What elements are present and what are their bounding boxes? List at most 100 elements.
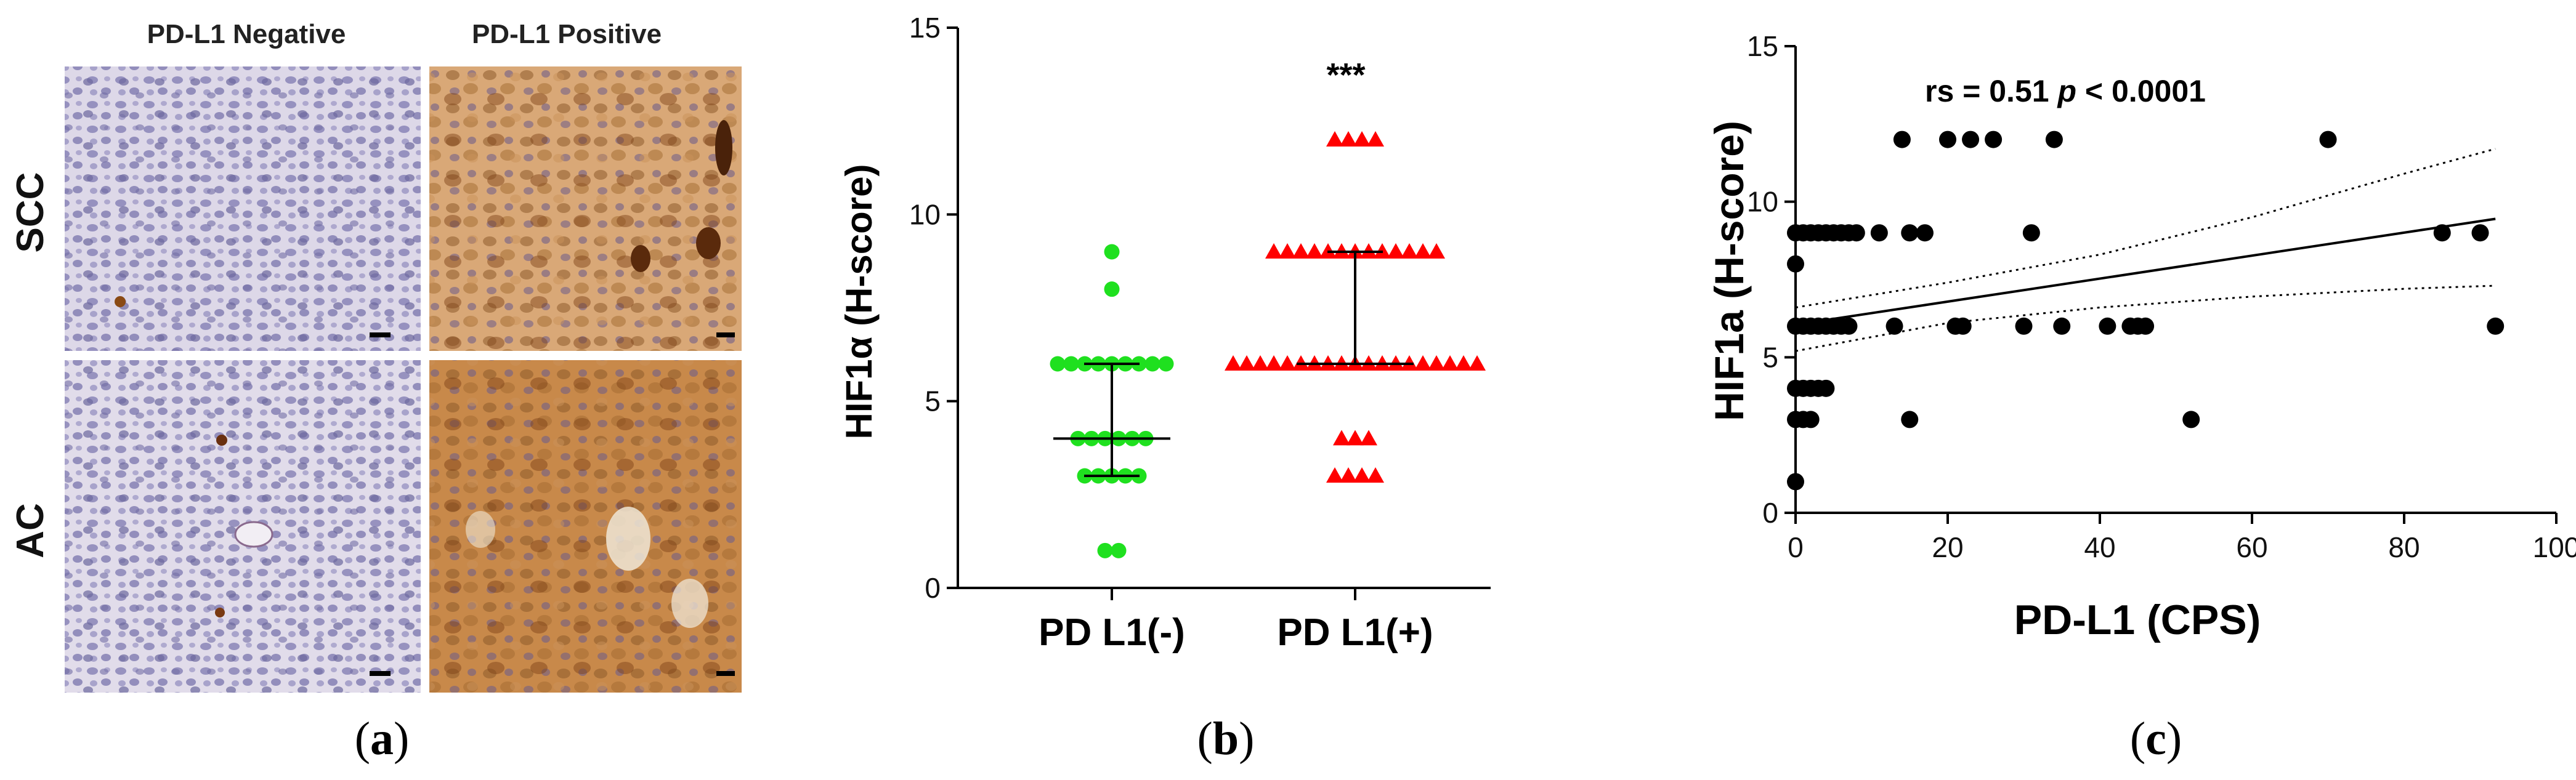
data-point-pd-l1-positive <box>1428 355 1445 371</box>
data-point-pd-l1-positive <box>1367 131 1384 147</box>
panel-b-y-axis-title: HIF1α (H-score) <box>838 164 880 440</box>
panel-b: 0 5 10 15 HIF1α (H-score) PD L1(-) PD L1(+)… <box>838 12 1491 765</box>
panel-c-x-tick-label: 80 <box>2388 531 2420 563</box>
panel-b-x-tick-negative: PD L1(-) <box>1039 611 1185 654</box>
column-label-negative: PD-L1 Negative <box>147 19 346 49</box>
data-point-pd-l1-positive <box>1340 131 1357 147</box>
data-point-pd-l1-positive <box>1292 243 1310 259</box>
panel-c-y-tick-label: 10 <box>1747 186 1778 218</box>
panel-c-y-axis-title: HIF1a (H-score) <box>1706 121 1752 421</box>
data-point-pd-l1-positive <box>1360 430 1377 446</box>
data-point-pd-l1-positive <box>1225 355 1242 371</box>
scale-bar <box>716 332 735 337</box>
data-point-pd-l1-positive <box>1414 243 1432 259</box>
data-point-pd-l1-positive <box>1455 355 1472 371</box>
data-point-pd-l1-negative <box>1063 356 1079 372</box>
data-point <box>1817 379 1835 397</box>
data-point-pd-l1-negative <box>1097 542 1113 558</box>
panel-c-x-tick-label: 100 <box>2533 531 2576 563</box>
row-label-ac: AC <box>9 503 52 558</box>
data-point-pd-l1-positive <box>1279 243 1296 259</box>
correlation-prefix: rs = 0.51 <box>1925 74 2057 108</box>
data-point-pd-l1-positive <box>1441 355 1459 371</box>
data-point-pd-l1-positive <box>1414 355 1432 371</box>
data-point-pd-l1-positive <box>1333 430 1350 446</box>
data-point <box>2487 317 2505 335</box>
scale-bar <box>370 671 391 676</box>
data-point-pd-l1-positive <box>1326 131 1343 147</box>
data-point-pd-l1-positive <box>1279 355 1296 371</box>
data-point <box>2137 317 2155 335</box>
data-point <box>1916 224 1934 242</box>
panel-a: PD-L1 Negative PD-L1 Positive SCC AC <box>9 19 742 765</box>
panel-b-y-tick-label: 5 <box>925 385 941 417</box>
panel-b-y-tick-label: 10 <box>909 198 941 230</box>
panel-b-x-tick-positive: PD L1(+) <box>1277 611 1433 654</box>
data-point-pd-l1-positive <box>1265 243 1282 259</box>
data-point <box>2471 224 2489 242</box>
data-point-pd-l1-positive <box>1367 467 1384 483</box>
data-point <box>2433 224 2451 242</box>
data-point-pd-l1-positive <box>1252 355 1269 371</box>
panel-c-axes: 0 5 10 15 0 20 40 60 80 100 <box>1747 30 2576 563</box>
data-point <box>1787 473 1804 491</box>
data-point <box>1870 224 1888 242</box>
data-point-pd-l1-positive <box>1387 243 1404 259</box>
panel-b-axes: 0 5 10 15 <box>909 12 1491 604</box>
caption-c: (c) <box>2130 713 2182 765</box>
panel-c-marks <box>1787 131 2505 491</box>
data-point-pd-l1-negative <box>1111 542 1127 558</box>
panel-c-y-tick-label: 15 <box>1747 30 1778 62</box>
micrograph-scc-positive <box>429 66 742 351</box>
confidence-band-lower <box>1795 284 2496 352</box>
data-point <box>2053 317 2071 335</box>
data-point-pd-l1-positive <box>1238 355 1255 371</box>
caption-c-letter: c <box>2145 713 2166 765</box>
panel-b-y-tick-label: 0 <box>925 572 941 604</box>
data-point <box>2045 131 2063 148</box>
data-point-pd-l1-positive <box>1353 467 1371 483</box>
data-point <box>2099 317 2116 335</box>
panel-c-x-tick-label: 0 <box>1788 531 1804 563</box>
panel-b-marks <box>1050 131 1486 558</box>
data-point-pd-l1-negative <box>1158 356 1174 372</box>
data-point <box>2022 224 2040 242</box>
panel-c-x-tick-label: 20 <box>1932 531 1963 563</box>
data-point-pd-l1-negative <box>1104 244 1120 260</box>
row-label-scc: SCC <box>9 172 52 253</box>
data-point <box>1901 224 1919 242</box>
data-point <box>1893 131 1911 148</box>
data-point <box>1939 131 1956 148</box>
data-point <box>1847 224 1865 242</box>
confidence-band-upper <box>1795 148 2496 308</box>
data-point <box>2319 131 2337 148</box>
correlation-p: p <box>2056 74 2076 108</box>
data-point-pd-l1-positive <box>1340 467 1357 483</box>
data-point <box>1962 131 1980 148</box>
data-point-pd-l1-negative <box>1144 356 1160 372</box>
data-point <box>2015 317 2033 335</box>
caption-a: (a) <box>355 713 410 765</box>
correlation-annotation: rs = 0.51 p < 0.0001 <box>1925 74 2206 108</box>
data-point <box>2182 411 2200 428</box>
significance-marker: *** <box>1326 57 1365 94</box>
correlation-suffix: < 0.0001 <box>2076 74 2206 108</box>
caption-a-letter: a <box>370 713 394 765</box>
data-point-pd-l1-positive <box>1401 243 1418 259</box>
data-point <box>1985 131 2003 148</box>
data-point-pd-l1-positive <box>1428 243 1445 259</box>
caption-b: (b) <box>1197 713 1255 765</box>
data-point-pd-l1-positive <box>1306 243 1323 259</box>
data-point <box>1954 317 1972 335</box>
panel-c-x-tick-label: 60 <box>2236 531 2267 563</box>
panel-c: 0 5 10 15 0 20 40 60 80 100 HIF1a (H-score) PD-L1… <box>1706 30 2576 765</box>
data-point <box>1840 317 1858 335</box>
panel-b-y-tick-label: 15 <box>909 12 941 44</box>
scale-bar <box>716 671 735 676</box>
panel-c-x-axis-title: PD-L1 (CPS) <box>2014 597 2261 643</box>
data-point <box>1885 317 1903 335</box>
data-point-pd-l1-positive <box>1326 467 1343 483</box>
data-point-pd-l1-negative <box>1050 356 1066 372</box>
data-point-pd-l1-positive <box>1353 131 1371 147</box>
